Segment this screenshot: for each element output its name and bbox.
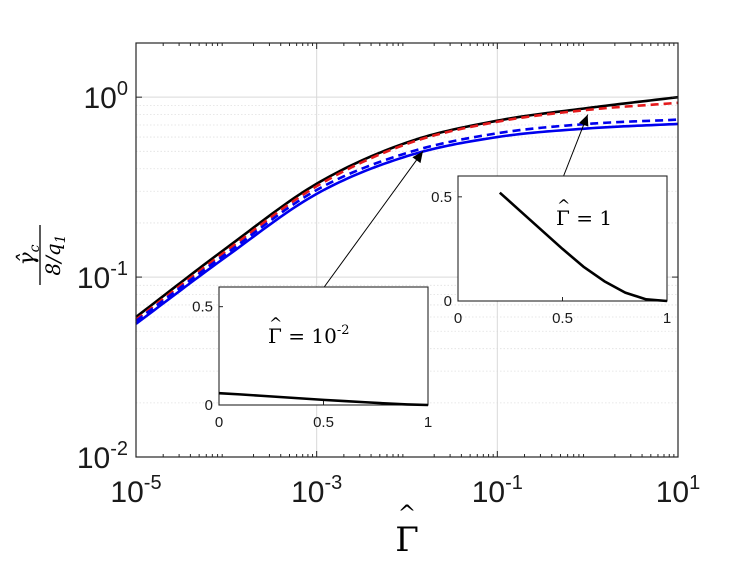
inset-y-tick-label: 0	[444, 293, 452, 310]
inset-x-tick-label: 0	[215, 414, 223, 431]
inset-frame	[457, 175, 668, 302]
inset-y-tick-label: 0.5	[431, 189, 452, 206]
inset-curve	[218, 391, 429, 407]
series-line-4	[135, 122, 679, 325]
arrow-to-gamma-small-head	[412, 151, 423, 164]
inset-label-hat: ^	[269, 314, 282, 333]
inset-label: Γ = 10-2	[268, 323, 349, 348]
inset-plot-gamma-one: 0 0.5 1 0 0.5 Γ = 1^	[431, 175, 671, 327]
arrow-to-gamma-small	[321, 151, 424, 291]
x-tick-label: 10-5	[110, 472, 161, 509]
inset-label-hat: ^	[557, 196, 570, 215]
y-tick-label: 10-1	[77, 258, 128, 295]
x-axis-label-hat: ^	[398, 502, 416, 527]
inset-y-tick-label: 0	[205, 397, 213, 414]
x-tick-label: 101	[656, 472, 701, 509]
x-tick-label: 10-1	[472, 472, 523, 509]
inset-label: Γ = 1	[556, 206, 612, 230]
x-axis-label: Γ	[395, 520, 419, 560]
y-axis-label: γ̂c8/q1	[15, 225, 69, 285]
inset-curve	[498, 191, 668, 303]
inset-plot-gamma-small: 0 0.5 1 0 0.5 Γ = 10-2^	[192, 286, 432, 431]
series-line-1	[135, 95, 679, 319]
inset-y-tick-label: 0.5	[192, 299, 213, 316]
arrow-to-gamma-one-head	[578, 114, 589, 127]
inset-x-tick-label: 0.5	[313, 414, 334, 431]
arrow-to-gamma-one	[561, 114, 589, 181]
inset-x-tick-label: 0	[454, 310, 462, 327]
plot-frame	[135, 42, 679, 458]
y-label-denominator: 8/q1	[41, 234, 69, 275]
axis-labels: Γ^γ̂c8/q1	[15, 225, 419, 560]
inset-frame	[218, 286, 429, 406]
inset-x-tick-label: 1	[663, 310, 671, 327]
series-line-2	[135, 101, 679, 321]
y-tick-label: 10-2	[77, 438, 128, 475]
x-tick-label: 10-3	[291, 472, 342, 509]
inset-x-tick-label: 0.5	[552, 310, 573, 327]
y-label-numerator: γ̂c	[15, 244, 43, 265]
y-tick-label: 100	[84, 78, 129, 115]
inset-x-tick-label: 1	[424, 414, 432, 431]
annotation-arrows	[321, 114, 589, 291]
